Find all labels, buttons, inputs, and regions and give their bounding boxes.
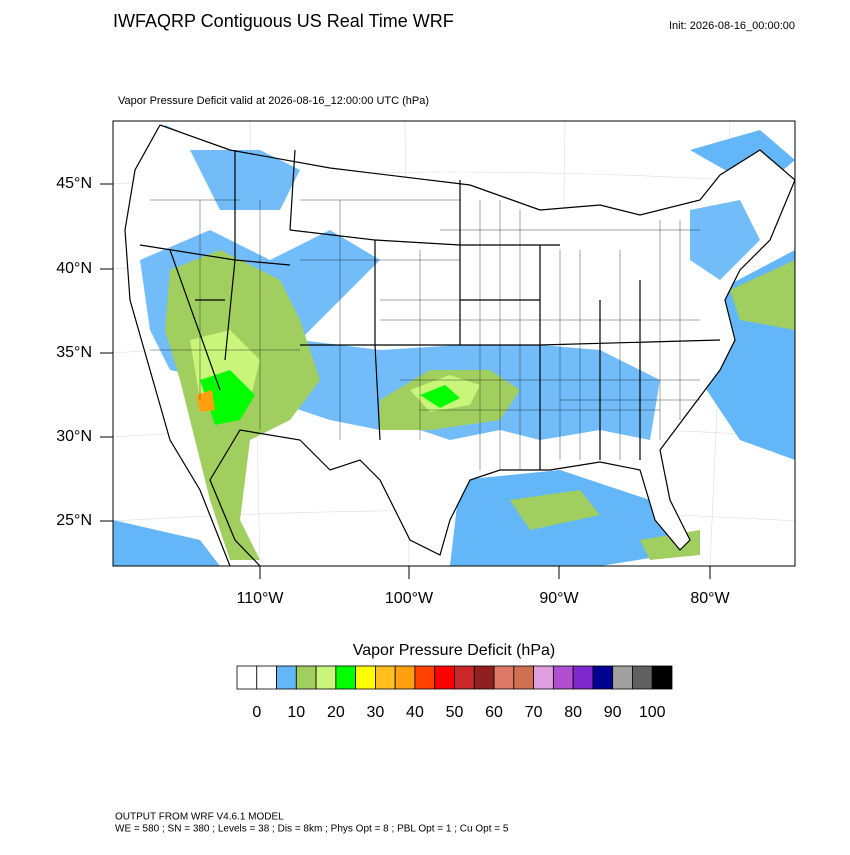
lat-label: 45°N — [56, 175, 92, 192]
colorbar-title: Vapor Pressure Deficit (hPa) — [353, 642, 555, 659]
lon-axis: 110°W 100°W 90°W 80°W — [236, 566, 731, 607]
color-box — [375, 665, 396, 690]
colorbar-tick-label: 30 — [367, 704, 385, 721]
color-box — [552, 665, 574, 690]
vpd-bright-green — [200, 370, 460, 425]
lat-axis: 45°N 40°N 35°N 30°N 25°N — [56, 175, 113, 529]
color-box — [434, 665, 455, 690]
color-box — [454, 665, 475, 690]
colorbar-tick-label: 20 — [327, 704, 345, 721]
lat-label: 40°N — [56, 260, 92, 277]
colorbar-tick-label: 50 — [446, 704, 464, 721]
color-box — [651, 665, 673, 690]
color-box — [592, 665, 614, 690]
county-lines — [150, 199, 700, 470]
color-box — [632, 665, 653, 690]
color-box — [355, 665, 376, 690]
footer-line: WE = 580 ; SN = 380 ; Levels = 38 ; Dis … — [115, 824, 509, 835]
init-time: Init: 2026-08-16_00:00:00 — [669, 20, 795, 32]
color-box — [612, 665, 633, 690]
title: IWFAQRP Contiguous US Real Time WRF — [113, 11, 454, 31]
ocean-green — [510, 260, 795, 560]
lat-label: 25°N — [56, 512, 92, 529]
colorbar-tick-label: 90 — [604, 704, 622, 721]
map: 45°N 40°N 35°N 30°N 25°N 110°W 100°W 90°W 80°W — [56, 120, 796, 607]
ocean-blue — [113, 125, 795, 566]
color-box — [335, 665, 357, 690]
color-box — [256, 665, 277, 690]
color-box — [572, 665, 594, 690]
lon-label: 110°W — [236, 590, 284, 607]
lon-label: 80°W — [690, 590, 730, 607]
color-box — [414, 665, 436, 690]
lon-label: 90°W — [539, 590, 579, 607]
colorbar-tick-label: 10 — [287, 704, 305, 721]
colorbar-tick-label: 60 — [485, 704, 503, 721]
colorbar-tick-label: 40 — [406, 704, 424, 721]
color-box — [276, 665, 297, 690]
vpd-green — [165, 250, 520, 560]
colorbar-tick-label: 80 — [564, 704, 582, 721]
color-box — [394, 665, 416, 690]
color-box — [493, 665, 515, 690]
color-box — [533, 665, 554, 690]
color-box — [473, 665, 495, 690]
colorbar-tick-label: 70 — [525, 704, 543, 721]
colorbar-tick-label: 0 — [252, 704, 261, 721]
color-box — [315, 665, 337, 690]
lon-label: 100°W — [385, 590, 434, 607]
colorbar-tick-label: 100 — [639, 704, 666, 721]
lat-label: 35°N — [56, 344, 92, 361]
colorbar: 0 10 20 30 40 50 60 70 80 90 100 — [236, 665, 673, 721]
map-subtitle: Vapor Pressure Deficit valid at 2026-08-… — [118, 95, 429, 107]
lat-label: 30°N — [56, 428, 92, 445]
color-box — [236, 665, 258, 690]
color-box — [513, 665, 534, 690]
color-box — [295, 665, 317, 690]
footer-line: OUTPUT FROM WRF V4.6.1 MODEL — [115, 812, 284, 823]
map-frame — [112, 120, 796, 567]
vpd-orange — [196, 390, 215, 412]
